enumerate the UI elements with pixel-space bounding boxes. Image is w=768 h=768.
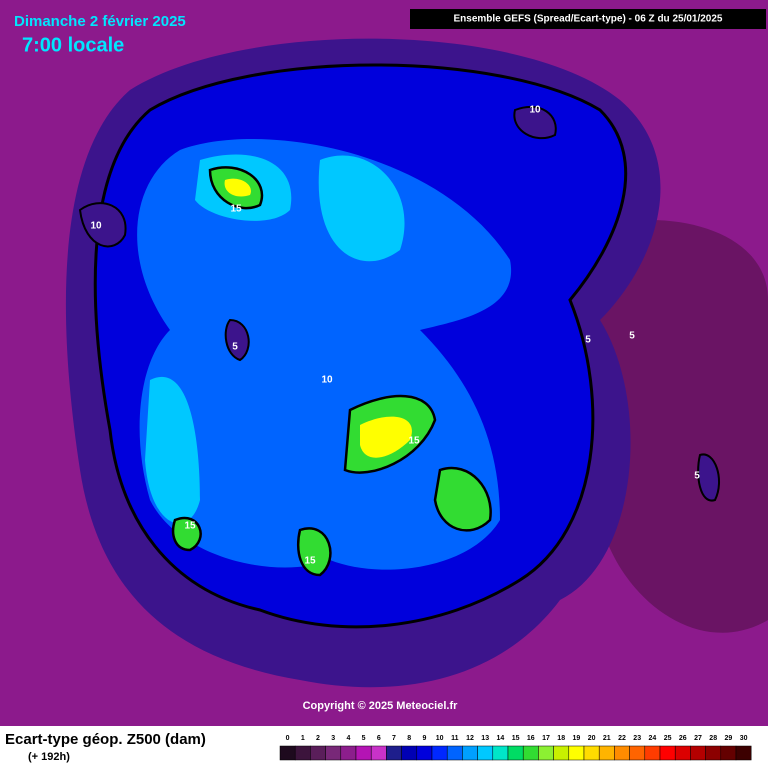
legend-tick: 25 bbox=[664, 735, 672, 742]
contour-label: 10 bbox=[529, 105, 541, 116]
legend-tick: 15 bbox=[512, 735, 520, 742]
legend-tick: 8 bbox=[407, 735, 411, 742]
legend-swatch bbox=[598, 745, 615, 761]
legend-swatch bbox=[735, 745, 752, 761]
contour-label: 5 bbox=[629, 331, 635, 342]
legend-tick: 22 bbox=[618, 735, 626, 742]
contour-label: 10 bbox=[321, 375, 333, 386]
legend-tick: 29 bbox=[725, 735, 733, 742]
legend-subtitle: (+ 192h) bbox=[28, 751, 70, 763]
legend-tick: 1 bbox=[301, 735, 305, 742]
legend-tick: 24 bbox=[649, 735, 657, 742]
legend-title: Ecart-type géop. Z500 (dam) bbox=[5, 731, 206, 748]
legend-tick: 27 bbox=[694, 735, 702, 742]
legend-swatch bbox=[507, 745, 524, 761]
legend-swatch bbox=[629, 745, 646, 761]
contour-label: 10 bbox=[90, 221, 102, 232]
legend-tick: 26 bbox=[679, 735, 687, 742]
contour-label: 15 bbox=[304, 556, 316, 567]
legend-tick: 0 bbox=[286, 735, 290, 742]
legend-swatch bbox=[340, 745, 357, 761]
legend-tick: 2 bbox=[316, 735, 320, 742]
legend-swatch bbox=[401, 745, 418, 761]
legend-swatch bbox=[553, 745, 570, 761]
legend-swatch bbox=[310, 745, 326, 761]
legend-tick: 19 bbox=[573, 735, 581, 742]
legend-swatch bbox=[492, 745, 509, 761]
legend-swatch bbox=[446, 745, 463, 761]
legend-tick: 5 bbox=[362, 735, 366, 742]
legend-swatch bbox=[538, 745, 554, 761]
legend-swatch bbox=[370, 745, 387, 761]
copyright: Copyright © 2025 Meteociel.fr bbox=[303, 700, 459, 712]
legend-swatch bbox=[279, 745, 296, 761]
legend-tick: 14 bbox=[497, 735, 505, 742]
legend-tick: 6 bbox=[377, 735, 381, 742]
contour-label: 15 bbox=[230, 204, 242, 215]
legend-swatch bbox=[690, 745, 706, 761]
legend-tick: 28 bbox=[709, 735, 717, 742]
contour-label: 5 bbox=[232, 342, 238, 353]
legend-tick: 18 bbox=[557, 735, 565, 742]
map bbox=[65, 38, 768, 688]
legend-tick: 20 bbox=[588, 735, 596, 742]
legend-tick: 30 bbox=[740, 735, 748, 742]
legend-swatch bbox=[294, 745, 311, 761]
map-area bbox=[137, 139, 512, 570]
legend-tick: 13 bbox=[481, 735, 489, 742]
date: Dimanche 2 février 2025 bbox=[14, 13, 186, 30]
legend-swatch bbox=[325, 745, 342, 761]
legend-tick: 4 bbox=[346, 735, 350, 742]
legend-swatch bbox=[583, 745, 600, 761]
legend-swatch bbox=[720, 745, 737, 761]
contour-label: 15 bbox=[408, 436, 420, 447]
legend-tick: 10 bbox=[436, 735, 444, 742]
contour-label: 15 bbox=[184, 521, 196, 532]
map-area bbox=[171, 166, 492, 577]
legend-tick: 12 bbox=[466, 735, 474, 742]
legend-tick: 9 bbox=[422, 735, 426, 742]
legend-swatch bbox=[614, 745, 630, 761]
legend-swatch bbox=[705, 745, 722, 761]
map-area bbox=[224, 178, 412, 458]
legend-tick: 11 bbox=[451, 735, 459, 742]
contour-label: 5 bbox=[585, 335, 591, 346]
legend-tick: 7 bbox=[392, 735, 396, 742]
map-area bbox=[78, 105, 720, 502]
header-box bbox=[410, 9, 766, 29]
legend-swatch bbox=[462, 745, 478, 761]
map-area bbox=[145, 154, 405, 524]
legend-tick: 17 bbox=[542, 735, 550, 742]
source: Ensemble GEFS (Spread/Ecart-type) - 06 Z… bbox=[454, 14, 723, 25]
legend-tick: 3 bbox=[331, 735, 335, 742]
legend-tick: 23 bbox=[633, 735, 641, 742]
legend-swatch bbox=[644, 745, 661, 761]
legend-swatch bbox=[674, 745, 691, 761]
legend-tick: 21 bbox=[603, 735, 611, 742]
legend-tick: 16 bbox=[527, 735, 535, 742]
legend-swatch bbox=[386, 745, 402, 761]
legend-swatch bbox=[416, 745, 433, 761]
legend-swatch bbox=[568, 745, 585, 761]
legend-swatch bbox=[477, 745, 494, 761]
legend-swatch bbox=[659, 745, 676, 761]
contour-label: 5 bbox=[694, 471, 700, 482]
time: 7:00 locale bbox=[22, 34, 124, 56]
legend-swatch bbox=[431, 745, 448, 761]
legend-swatch bbox=[355, 745, 372, 761]
legend-swatch bbox=[522, 745, 539, 761]
